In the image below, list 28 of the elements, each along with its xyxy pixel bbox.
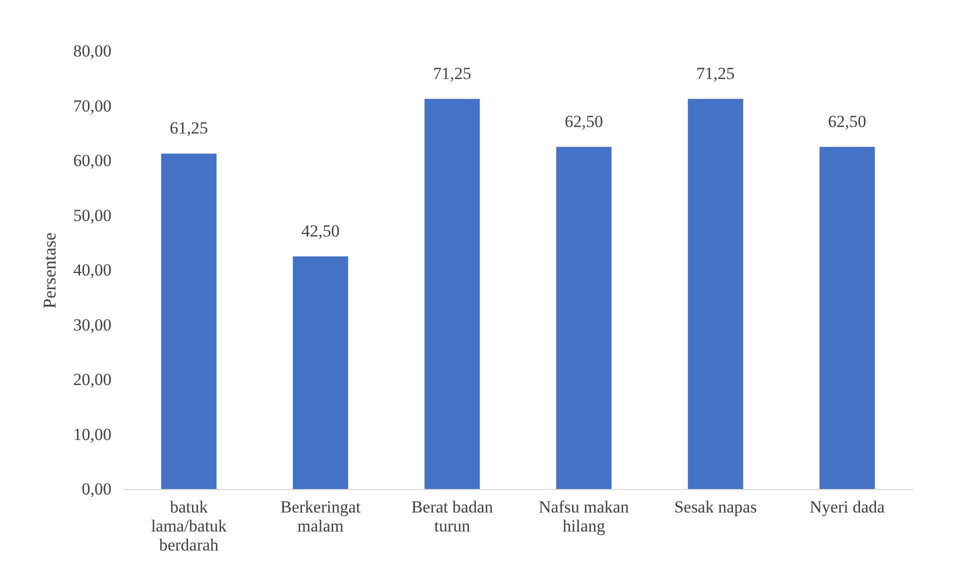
bar bbox=[424, 98, 480, 489]
y-tick-label: 60,00 bbox=[73, 151, 112, 170]
y-tick-label: 20,00 bbox=[73, 370, 112, 389]
y-axis-title: Persentase bbox=[39, 232, 60, 308]
data-label: 71,25 bbox=[433, 64, 472, 83]
y-tick-label: 40,00 bbox=[73, 260, 112, 280]
bar bbox=[556, 146, 612, 489]
x-tick-label: Berkeringat malam bbox=[280, 498, 361, 536]
data-label: 71,25 bbox=[696, 64, 735, 83]
data-label: 42,50 bbox=[301, 221, 340, 240]
x-tick-label: Nyeri dada bbox=[810, 498, 886, 516]
y-tick-label: 80,00 bbox=[73, 42, 112, 60]
bar bbox=[820, 146, 875, 489]
y-tick-label: 10,00 bbox=[73, 424, 112, 444]
y-tick-label: 30,00 bbox=[73, 315, 112, 334]
y-tick-label: 50,00 bbox=[73, 206, 112, 225]
x-tick-label: Berat badan turun bbox=[411, 498, 494, 536]
bar bbox=[292, 256, 348, 489]
bar bbox=[161, 154, 216, 489]
y-tick-label: 70,00 bbox=[73, 96, 112, 116]
bar bbox=[688, 98, 744, 489]
data-label: 62,50 bbox=[828, 112, 866, 131]
x-tick-label: Nafsu makan hilang bbox=[538, 498, 630, 536]
x-tick-label: Sesak napas bbox=[674, 498, 757, 516]
x-tick-label: batuk lama/batuk berdarah bbox=[151, 498, 228, 554]
data-label: 62,50 bbox=[564, 112, 603, 131]
y-tick-label: 0,00 bbox=[82, 480, 112, 498]
data-label: 61,25 bbox=[170, 118, 208, 138]
